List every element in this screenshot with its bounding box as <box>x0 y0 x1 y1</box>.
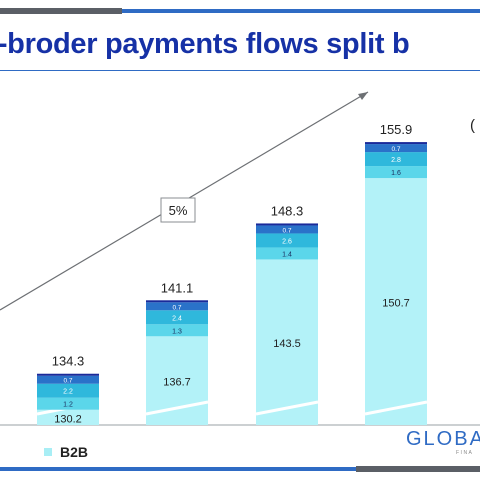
b2c-seg-1-bar-1 <box>37 397 99 410</box>
top-accent-bar-dark <box>0 8 122 14</box>
data-label-seg1-4: 1.6 <box>391 170 401 177</box>
brand-logo-subtext: FINA <box>456 450 474 456</box>
total-label-4: 155.9 <box>380 122 413 137</box>
data-label-seg3-3: 0.7 <box>282 227 291 234</box>
b2c-seg-3-bar-2 <box>146 302 208 311</box>
data-label-seg2-4: 2.8 <box>391 157 401 164</box>
bar-b2b-2 <box>146 336 208 425</box>
bar-b2b-3 <box>256 259 318 425</box>
legend-item-b2b: B2B <box>44 444 88 460</box>
top-accent-bar-blue <box>122 9 480 13</box>
b2c-seg-2-bar-2 <box>146 310 208 325</box>
b2c-seg-2-bar-1 <box>37 383 99 398</box>
title-divider <box>0 70 480 71</box>
data-label-seg3-2: 0.7 <box>172 304 181 311</box>
data-label-seg2-3: 2.6 <box>282 238 292 245</box>
data-label-b2b-4: 150.7 <box>382 298 410 310</box>
b2c-seg-3-bar-4 <box>365 144 427 153</box>
data-label-seg1-1: 1.2 <box>63 402 73 409</box>
b2c-cap-bar-2 <box>146 300 208 303</box>
b2c-seg-2-bar-4 <box>365 152 427 167</box>
total-label-1: 134.3 <box>52 354 85 369</box>
growth-label-box <box>160 197 196 223</box>
data-label-seg1-3: 1.4 <box>282 251 292 258</box>
legend-swatch-b2b <box>44 448 52 456</box>
bar-b2b-1 <box>37 409 99 425</box>
data-label-seg3-1: 0.7 <box>63 378 72 385</box>
data-label-b2b-3: 143.5 <box>273 338 301 350</box>
chart-title: s-broder payments flows split b <box>0 28 410 60</box>
b2c-seg-2-bar-3 <box>256 233 318 248</box>
bar-b2b-4 <box>365 178 427 425</box>
b2c-seg-1-bar-3 <box>256 247 318 260</box>
b2c-seg-3-bar-1 <box>37 375 99 384</box>
unit-label: ( <box>470 117 475 134</box>
axis-break-mark-3 <box>255 400 319 416</box>
b2c-cap-bar-4 <box>365 142 427 145</box>
legend-label-b2b: B2B <box>60 444 89 460</box>
b2c-seg-3-bar-3 <box>256 225 318 234</box>
growth-label: 5% <box>169 203 188 218</box>
bottom-accent-bar-blue <box>0 467 356 471</box>
axis-break-mark-2 <box>145 400 209 416</box>
data-label-seg3-4: 0.7 <box>391 146 400 153</box>
data-label-seg2-2: 2.4 <box>172 315 182 322</box>
total-label-3: 148.3 <box>271 203 304 218</box>
b2c-cap-bar-1 <box>37 373 99 376</box>
b2c-seg-1-bar-4 <box>365 166 427 179</box>
total-label-2: 141.1 <box>161 280 194 295</box>
brand-logo-text: GLOBA <box>406 428 480 450</box>
data-label-b2b-1: 130.2 <box>54 413 82 425</box>
data-label-seg1-2: 1.3 <box>172 328 182 335</box>
growth-trend-arrowhead <box>358 92 368 100</box>
b2c-cap-bar-3 <box>256 223 318 226</box>
bottom-accent-bar-dark <box>356 466 480 472</box>
data-label-b2b-2: 136.7 <box>163 377 191 389</box>
data-label-seg2-1: 2.2 <box>63 389 73 396</box>
b2c-seg-1-bar-2 <box>146 324 208 337</box>
axis-break-mark-4 <box>364 400 428 416</box>
